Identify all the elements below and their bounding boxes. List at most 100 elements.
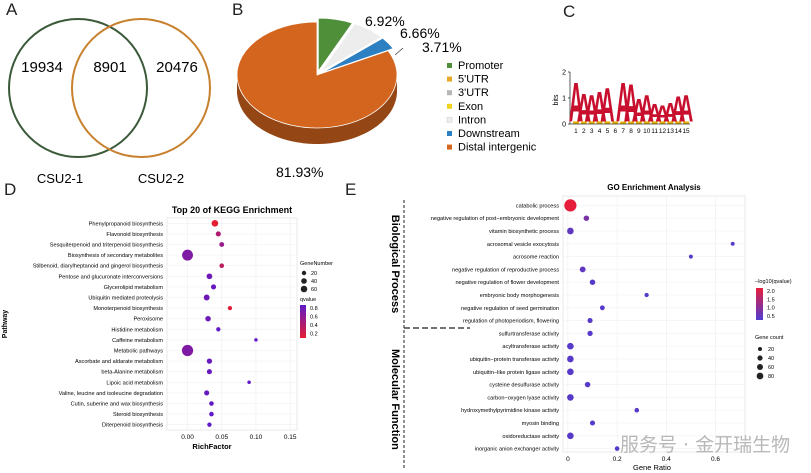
logo-residual-letter [683, 121, 689, 124]
venn-set-2-label: CSU2-2 [138, 171, 184, 186]
go-term-label: regulation of photoperiodism, flowering [463, 319, 559, 325]
go-term-label: negative regulation of post−embryonic de… [431, 216, 560, 222]
go-xtick-label: 0.4 [662, 456, 671, 463]
pie-label-distal-intergenic: 81.93% [276, 164, 323, 180]
logo-position-label: 14 [675, 128, 683, 135]
kegg-pathway-label: Histidine metabolism [111, 327, 163, 333]
go-term-label: carbon−oxygen lyase activity [487, 395, 559, 401]
pie-legend-swatch-3-utr [447, 90, 452, 96]
go-point [634, 407, 640, 413]
logo-residual-letter [643, 121, 650, 124]
go-size-legend-dot [757, 355, 763, 361]
kegg-point [210, 284, 217, 290]
logo-residual-letter [596, 121, 603, 124]
panel-label-e: E [345, 180, 357, 199]
logo-position-label: 10 [643, 128, 651, 135]
venn-set-csu2-2-circle [71, 18, 211, 158]
pie-legend-swatch-downstream [447, 131, 452, 136]
kegg-pathway-label: Stilbenoid, diarylheptanoid and gingerol… [33, 264, 164, 270]
kegg-pathway-label: Pentose and glucuronate interconversions [59, 274, 164, 280]
kegg-pathway-label: Flavonoid biosynthesis [106, 232, 163, 238]
logo-position-label: 15 [682, 128, 690, 135]
kegg-point [181, 344, 194, 357]
logo-position-label: 7 [621, 128, 625, 135]
go-xtick-label: 0.2 [613, 456, 622, 463]
logo-letter-2: A [577, 86, 591, 130]
kegg-color-legend-label: 0.2 [310, 332, 318, 338]
logo-ytick-label: 0 [562, 122, 566, 129]
go-point [567, 355, 574, 363]
go-size-legend-label: 80 [768, 374, 774, 380]
kegg-xtick-label: 0.15 [284, 434, 297, 441]
logo-letter-5: A [600, 77, 614, 132]
go-point [567, 342, 574, 350]
venn-overlap-value: 8901 [93, 59, 126, 76]
venn-set-1-label: CSU2-1 [37, 171, 83, 186]
kegg-pathway-label: Caffeine metabolism [112, 338, 163, 344]
kegg-point [254, 338, 258, 342]
pie-label-downstream: 3.71% [422, 39, 462, 55]
go-term-label: negative regulation of flower developmen… [455, 280, 559, 286]
kegg-pathway-label: Glycerolipid metabolism [104, 285, 164, 291]
kegg-xtick-label: 0.10 [250, 434, 263, 441]
pie-label-intron: 6.66% [400, 25, 440, 41]
pie-legend-swatch-promoter [447, 63, 452, 68]
go-title: GO Enrichment Analysis [607, 183, 701, 192]
go-term-label: sulfurtransferase activity [499, 331, 560, 337]
kegg-point [211, 219, 219, 227]
pie-legend-label-intron: Intron [458, 114, 486, 126]
kegg-color-legend-label: 0.8 [310, 306, 318, 312]
logo-letter-9: A [632, 93, 646, 129]
kegg-color-legend-label: 0.6 [310, 315, 318, 321]
kegg-pathway-label: Cutin, suberine and wax biosynthesis [71, 402, 164, 408]
go-size-legend-dot [756, 372, 764, 380]
pie-slice-distal-intergenic [236, 21, 398, 129]
logo-residual-letter [628, 121, 634, 124]
go-color-bar [756, 288, 763, 320]
kegg-size-legend-dot [301, 270, 307, 276]
go-term-label: acyltransferase activity [502, 344, 559, 350]
kegg-point [203, 294, 210, 301]
go-plot-area [562, 195, 746, 453]
kegg-point [247, 380, 251, 385]
kegg-size-legend-label: 60 [311, 287, 317, 293]
logo-letter-11: A [647, 98, 661, 127]
go-point [614, 446, 620, 451]
kegg-size-legend-title: GeneNumber [300, 261, 333, 267]
go-point [599, 305, 605, 311]
go-term-label: embryonic body morphogenesis [480, 293, 559, 299]
kegg-point [219, 242, 225, 247]
go-point [589, 420, 596, 426]
go-size-legend-dot [757, 346, 763, 352]
kegg-point [207, 422, 212, 427]
kegg-point [206, 369, 212, 375]
kegg-point [205, 315, 211, 322]
panel-label-c: C [563, 2, 576, 21]
go-term-label: hydroxymethylpyrimidine kinase activity [461, 408, 559, 414]
kegg-color-legend-title: qvalue [300, 297, 316, 303]
watermark-text: 服务号 · 金开瑞生物 [620, 434, 791, 456]
pie-legend-label-exon: Exon [458, 101, 483, 113]
go-point [564, 199, 577, 212]
go-xlabel: Gene Ratio [633, 463, 671, 472]
pie-legend-swatch-intron [446, 117, 453, 123]
go-size-legend-dot [757, 364, 763, 370]
panel-label-a: A [6, 0, 18, 19]
go-term-label: myosin binding [522, 421, 559, 427]
logo-letter-1: A [569, 71, 583, 134]
pie-legend-label-distal-intergenic: Distal intergenic [458, 142, 537, 154]
logo-residual-letter [580, 121, 587, 124]
logo-position-label: 8 [629, 128, 633, 135]
logo-residual-letter [612, 121, 619, 124]
go-color-legend-label: 2.0 [767, 289, 775, 295]
go-color-legend-title: −log10(qvalue) [755, 279, 792, 285]
logo-ytick-label: 1 [562, 96, 566, 103]
go-point [567, 432, 574, 440]
kegg-pathway-label: Ascorbate and aldarate metabolism [75, 359, 163, 365]
go-term-label: cysteine desulfurase activity [489, 383, 559, 389]
kegg-pathway-label: Peroxisome [133, 317, 163, 323]
kegg-pathway-label: Valine, leucine and isoleucine degradati… [59, 391, 163, 397]
logo-letter-4: A [592, 84, 606, 131]
kegg-point [182, 249, 193, 261]
kegg-size-legend-dot [301, 278, 307, 284]
